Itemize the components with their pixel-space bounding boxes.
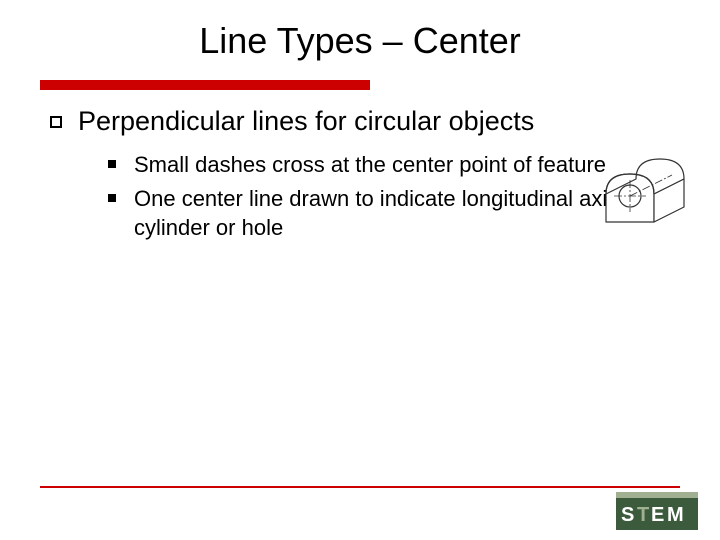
svg-text:T: T: [637, 504, 649, 526]
slide-title: Line Types – Center: [0, 20, 720, 62]
title-underline: [40, 80, 370, 90]
main-bullet-text: Perpendicular lines for circular objects: [78, 106, 534, 137]
slide: Line Types – Center Perpendicular lines …: [0, 0, 720, 540]
main-bullet: Perpendicular lines for circular objects: [50, 106, 680, 137]
filled-square-icon: [108, 160, 116, 168]
sub-bullet-list: Small dashes cross at the center point o…: [108, 150, 668, 247]
sub-bullet-text: One center line drawn to indicate longit…: [134, 184, 668, 243]
svg-text:M: M: [667, 504, 683, 526]
filled-square-icon: [108, 194, 116, 202]
center-line-diagram: [598, 152, 698, 230]
list-item: One center line drawn to indicate longit…: [108, 184, 668, 243]
bottom-rule: [40, 486, 680, 488]
svg-text:E: E: [651, 504, 664, 526]
list-item: Small dashes cross at the center point o…: [108, 150, 668, 180]
stem-logo: S T E M: [616, 492, 698, 530]
hollow-square-icon: [50, 116, 62, 128]
sub-bullet-text: Small dashes cross at the center point o…: [134, 150, 606, 180]
svg-text:S: S: [621, 504, 634, 526]
